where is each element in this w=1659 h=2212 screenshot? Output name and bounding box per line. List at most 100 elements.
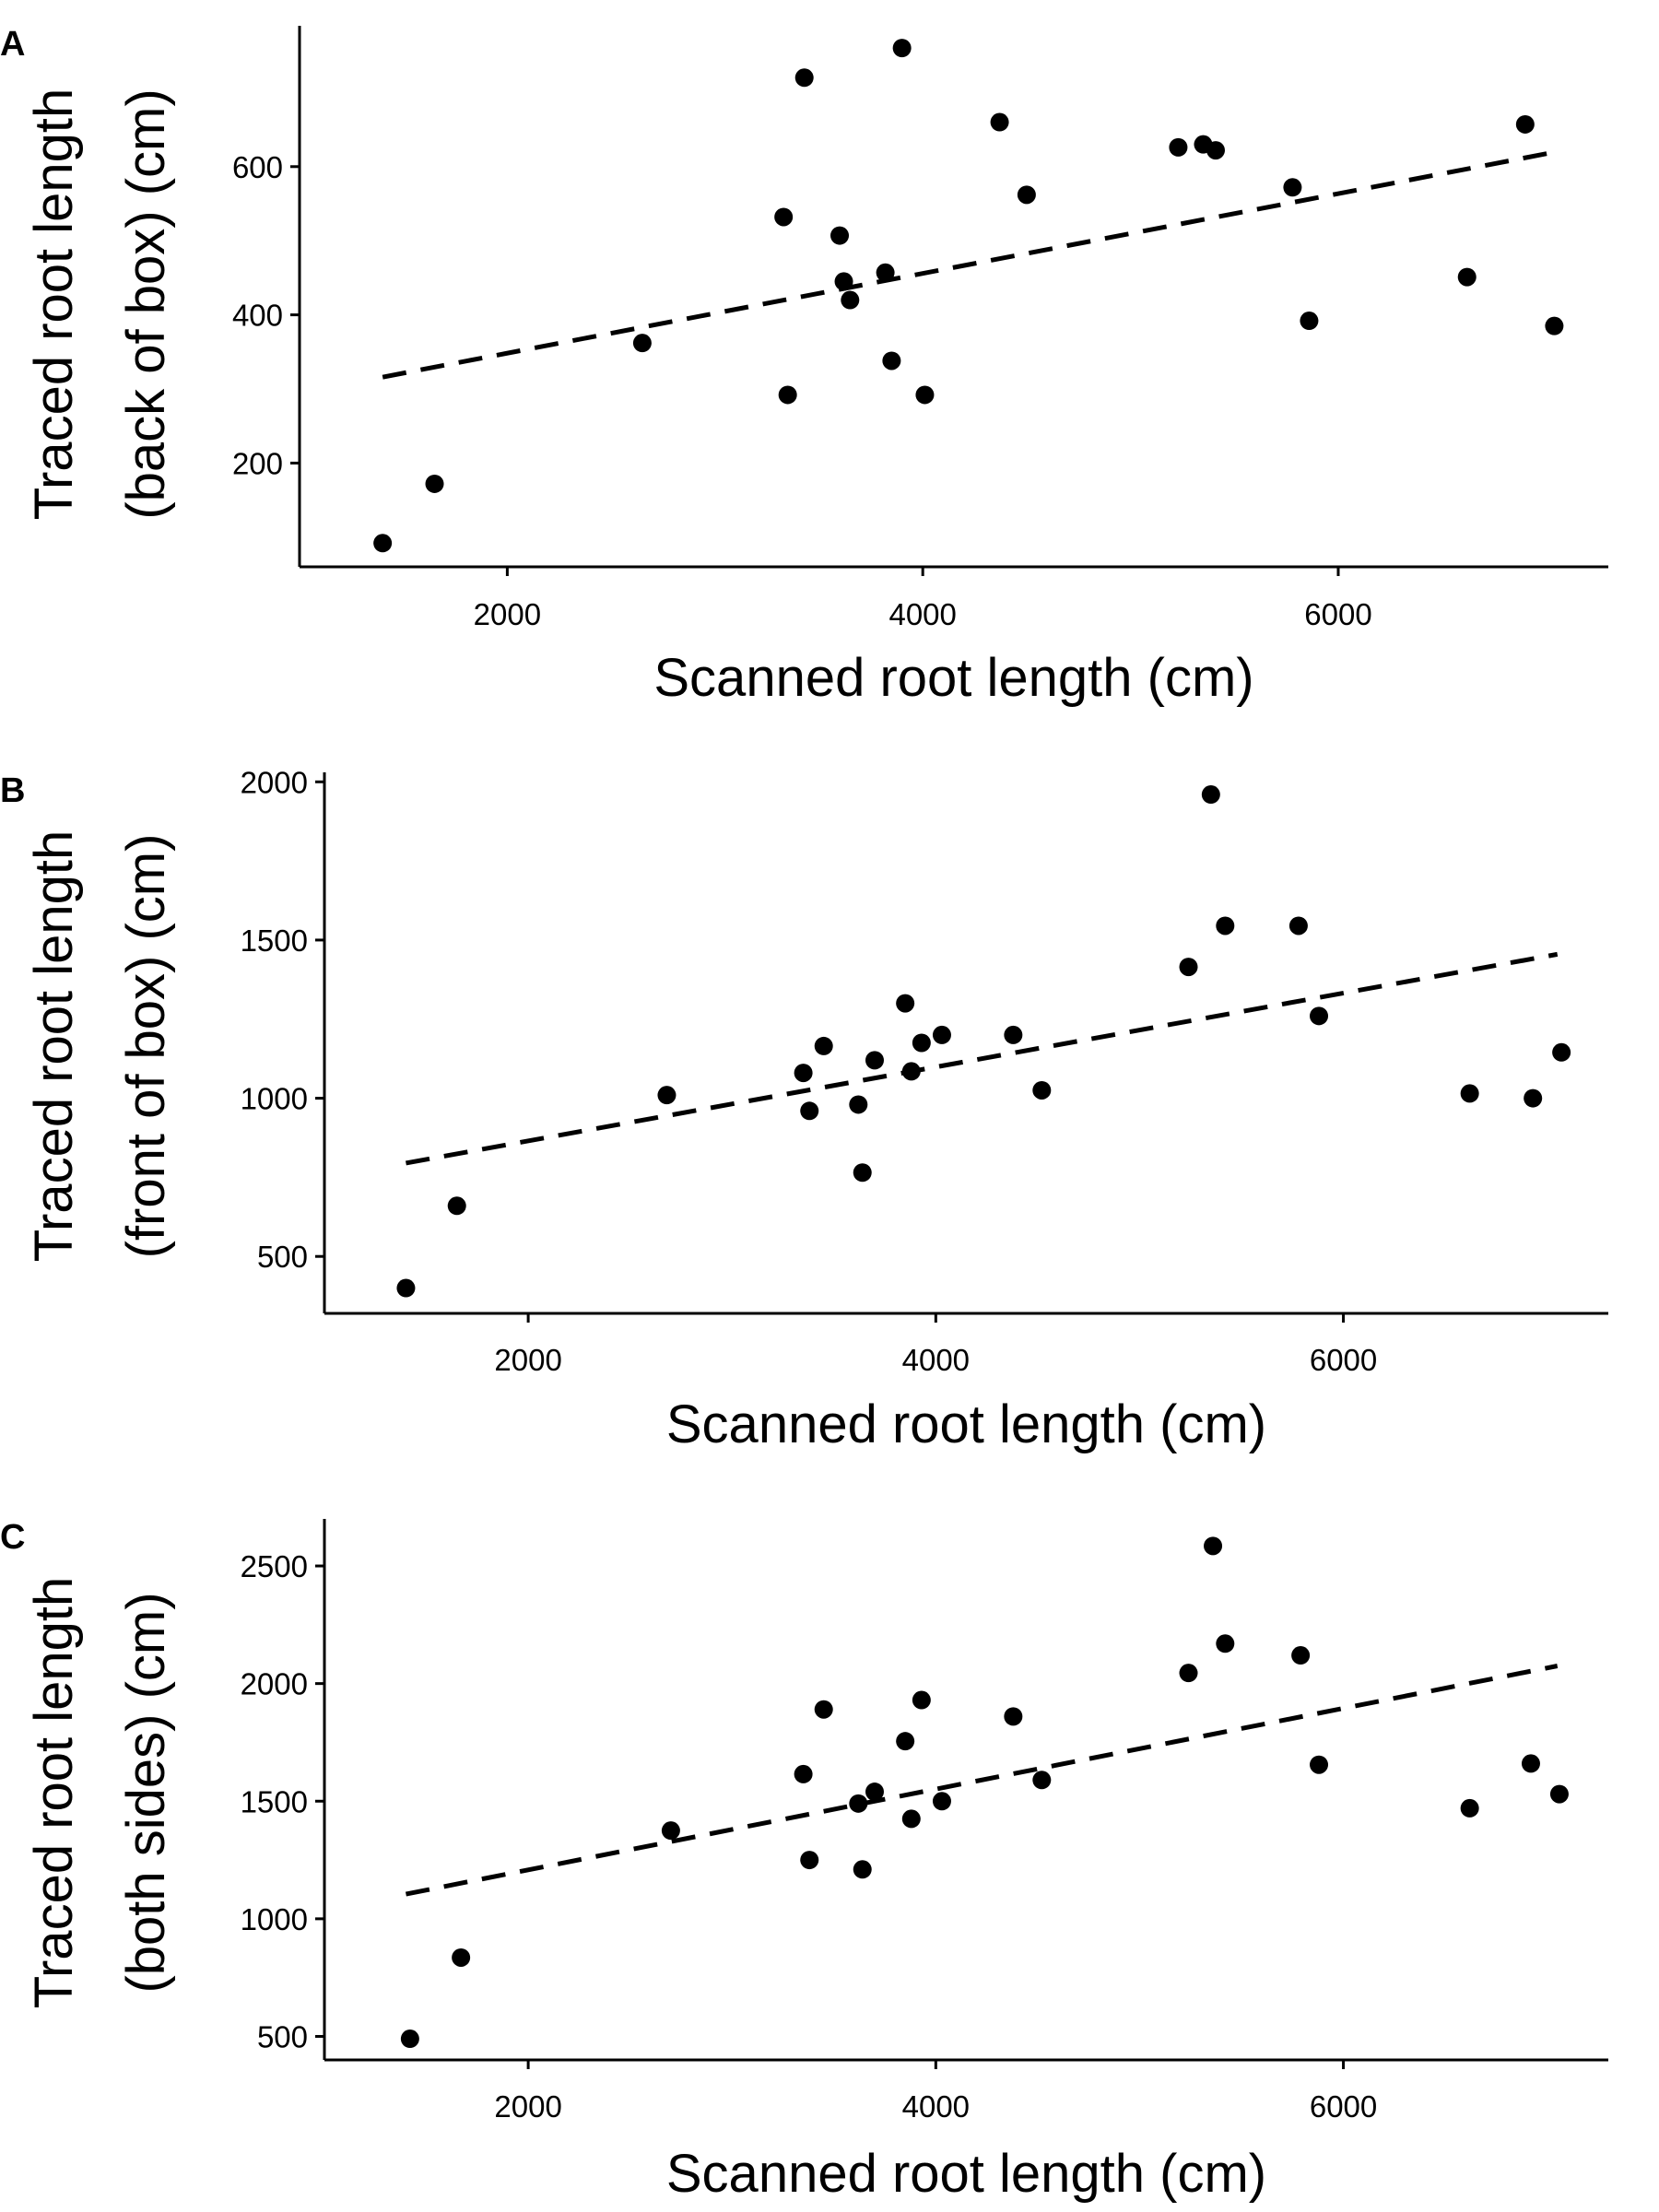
data-point: [1460, 1798, 1479, 1818]
trend-line: [405, 1664, 1559, 1897]
data-point: [1017, 185, 1036, 205]
y-axis-title-line-1: Traced root length: [24, 830, 84, 1263]
data-point: [452, 1947, 471, 1967]
y-tick-label: 2000: [241, 1667, 308, 1701]
data-point: [794, 1064, 813, 1083]
y-tick-label: 500: [257, 2019, 308, 2053]
data-point: [853, 1163, 872, 1182]
y-tick-label: 500: [257, 1240, 308, 1274]
y-axis-title-line-1: Traced root length: [24, 88, 84, 521]
y-tick-label: 1000: [241, 1082, 308, 1116]
data-point: [794, 68, 814, 88]
data-point: [912, 1690, 931, 1710]
data-point: [932, 1792, 951, 1811]
x-tick-label: 6000: [1304, 597, 1371, 631]
data-point: [849, 1794, 868, 1813]
data-point: [1169, 137, 1188, 157]
y-axis-title-line-2: (both sides) (cm): [116, 1592, 176, 1993]
data-point: [865, 1051, 884, 1070]
data-point: [882, 351, 901, 371]
data-point: [1457, 267, 1477, 287]
data-point: [661, 1821, 680, 1841]
trend-line: [405, 951, 1559, 1166]
data-point: [1032, 1080, 1052, 1100]
data-point: [901, 1062, 921, 1081]
data-point: [841, 290, 860, 310]
data-point: [1310, 1755, 1329, 1774]
data-point: [400, 2030, 419, 2049]
y-axis-title-line-1: Traced root length: [24, 1577, 84, 2009]
panel-c: C 2000 4000 6000 500 1000 1500 2000 2500 Scanned …: [0, 1518, 1608, 2204]
y-tick-label: 2500: [241, 1549, 308, 1583]
trend-line: [382, 149, 1558, 380]
data-point: [1004, 1025, 1023, 1044]
data-point: [814, 1700, 833, 1719]
panel-letter: B: [0, 771, 25, 810]
panel-a: A 2000 4000 6000 200 400 600 Scanned root lengt…: [0, 25, 1608, 708]
data-point: [1515, 114, 1535, 134]
data-point: [1521, 1754, 1540, 1773]
data-point: [632, 334, 652, 353]
data-point: [896, 1732, 915, 1751]
data-point: [778, 385, 797, 405]
panel-letter: C: [0, 1518, 25, 1557]
x-tick-label: 2000: [494, 1343, 561, 1377]
data-point: [865, 1783, 884, 1802]
data-point: [896, 994, 915, 1013]
x-axis-title: Scanned root length (cm): [666, 1394, 1266, 1454]
x-tick-label: 4000: [888, 597, 956, 631]
y-axis-title-line-2: (back of box) (cm): [116, 88, 176, 519]
data-point: [892, 39, 912, 58]
y-tick-label: 1500: [241, 924, 308, 958]
data-point: [932, 1025, 951, 1044]
data-point: [1032, 1771, 1052, 1790]
panel-letter: A: [0, 25, 25, 64]
data-point: [830, 226, 850, 245]
data-point: [774, 207, 794, 227]
data-point: [901, 1809, 921, 1829]
data-point: [800, 1101, 819, 1121]
x-tick-label: 2000: [494, 2089, 561, 2124]
data-point: [657, 1086, 677, 1105]
data-point: [834, 272, 853, 291]
data-point: [1545, 316, 1564, 335]
data-point: [1201, 785, 1220, 805]
data-point: [1179, 958, 1198, 977]
y-tick-label: 200: [232, 446, 283, 480]
data-point: [912, 1033, 931, 1053]
data-point: [447, 1196, 466, 1216]
data-point: [1179, 1664, 1198, 1683]
x-axis-title: Scanned root length (cm): [653, 648, 1253, 708]
data-point: [990, 112, 1009, 132]
data-point: [794, 1764, 813, 1783]
y-tick-label: 1000: [241, 1902, 308, 1936]
y-tick-label: 1500: [241, 1784, 308, 1818]
data-point: [1216, 916, 1235, 935]
data-point: [800, 1851, 819, 1870]
data-point: [1549, 1784, 1569, 1804]
panel-b: B 2000 4000 6000 500 1000 1500 2000 Scanned root…: [0, 765, 1608, 1454]
y-tick-label: 600: [232, 150, 283, 184]
y-axis-title-line-2: (front of box) (cm): [116, 834, 176, 1259]
data-point: [1206, 141, 1225, 160]
x-axis-title: Scanned root length (cm): [666, 2144, 1266, 2204]
data-point: [1524, 1088, 1543, 1108]
data-point: [1460, 1084, 1479, 1103]
data-point: [814, 1036, 833, 1055]
data-point: [849, 1095, 868, 1114]
data-point: [1283, 178, 1302, 197]
data-point: [1216, 1634, 1235, 1653]
data-point: [373, 534, 393, 553]
x-tick-label: 6000: [1310, 1343, 1377, 1377]
data-point: [1288, 916, 1308, 935]
x-tick-label: 6000: [1310, 2089, 1377, 2124]
data-point: [853, 1860, 872, 1879]
data-point: [1300, 312, 1319, 331]
data-point: [1004, 1707, 1023, 1726]
x-tick-label: 2000: [474, 597, 541, 631]
y-tick-label: 400: [232, 299, 283, 333]
data-point: [396, 1278, 416, 1298]
data-point: [1310, 1006, 1329, 1026]
y-tick-label: 2000: [241, 765, 308, 799]
